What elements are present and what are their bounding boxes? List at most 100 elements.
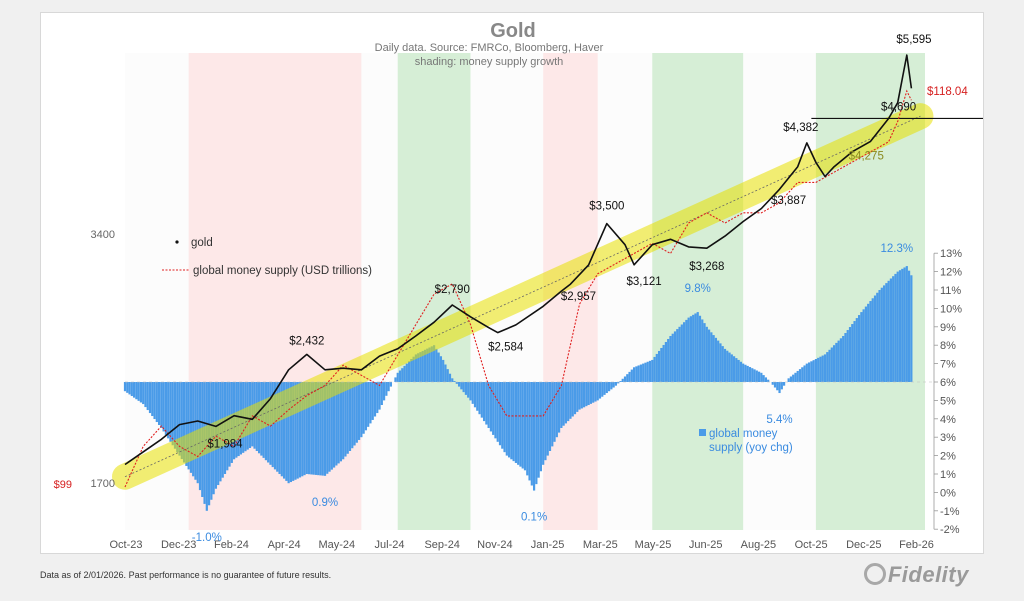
yoy-bar-312 — [832, 345, 836, 382]
yoy-bar-201 — [580, 382, 583, 409]
yoy-bar-170 — [510, 382, 513, 460]
yoy-bar-102 — [355, 382, 358, 443]
gold-annotation-2: $2,790 — [435, 284, 470, 296]
left-tick-3400: 3400 — [91, 229, 115, 241]
yoy-bar-298 — [801, 367, 804, 382]
shading-band-7 — [652, 53, 744, 530]
x-tick-label-11: Jun-25 — [689, 539, 723, 551]
yoy-bar-243 — [676, 329, 679, 382]
chart-subtitle-1: shading: money supply growth — [415, 56, 564, 68]
yoy-bar-265 — [726, 350, 729, 382]
yoy-bar-337 — [889, 278, 893, 382]
gold-annotation-11: $4,275 — [849, 151, 884, 163]
yoy-bar-174 — [519, 382, 522, 467]
yoy-bar-274 — [746, 365, 749, 382]
yoy-bar-191 — [557, 382, 561, 433]
yoy-bar-8 — [142, 382, 145, 405]
yoy-bar-313 — [835, 342, 838, 382]
right-tick-label-4: 2% — [940, 451, 956, 463]
yoy-bar-98 — [346, 382, 349, 454]
yoy-bar-105 — [362, 382, 365, 434]
right-tick-label-13: 11% — [940, 285, 961, 297]
yoy-bar-136 — [432, 345, 436, 382]
yoy-bar-211 — [603, 382, 606, 395]
right-tick-label-0: -2% — [940, 524, 960, 536]
yoy-bar-22 — [173, 382, 177, 449]
yoy-bar-157 — [480, 382, 483, 418]
x-tick-label-0: Oct-23 — [109, 539, 142, 551]
yoy-bar-297 — [798, 369, 802, 382]
yoy-bar-331 — [876, 292, 879, 382]
x-tick-label-8: Jan-25 — [531, 539, 565, 551]
yoy-bar-215 — [612, 382, 615, 388]
right-tick-label-10: 8% — [940, 340, 956, 352]
yoy-bar-325 — [862, 309, 865, 382]
yoy-bar-304 — [814, 359, 818, 382]
x-tick-label-4: May-24 — [318, 539, 355, 551]
gold-annotation-8: $3,887 — [771, 195, 806, 207]
yoy-bar-100 — [351, 382, 354, 449]
yoy-bar-288 — [778, 382, 781, 394]
yoy-bar-224 — [632, 367, 636, 382]
yoy-bar-142 — [446, 369, 449, 382]
yoy-bar-117 — [389, 382, 393, 387]
yoy-bar-144 — [451, 378, 454, 382]
disclaimer: Data as of 2/01/2026. Past performance i… — [40, 570, 332, 580]
yoy-bar-283 — [767, 379, 770, 382]
yoy-bar-209 — [598, 382, 602, 399]
yoy-bar-279 — [757, 371, 761, 382]
yoy-bar-25 — [180, 382, 183, 460]
yoy-bar-88 — [323, 382, 327, 476]
yoy-bar-135 — [430, 346, 433, 382]
yoy-bar-344 — [905, 266, 908, 382]
yoy-bar-295 — [794, 372, 797, 382]
yoy-bar-15 — [157, 382, 161, 426]
yoy-bar-192 — [560, 382, 563, 428]
yoy-bar-341 — [898, 270, 902, 382]
yoy-bar-318 — [846, 330, 849, 382]
yoy-bar-137 — [435, 348, 438, 382]
right-tick-label-14: 12% — [940, 267, 962, 279]
yoy-bar-253 — [698, 315, 702, 382]
yoy-bar-200 — [578, 382, 581, 410]
yoy-bar-294 — [792, 374, 795, 382]
yoy-bar-275 — [748, 367, 752, 382]
yoy-bar-329 — [871, 298, 874, 382]
legend-gold-marker — [175, 240, 179, 244]
yoy-bar-21 — [171, 382, 174, 446]
yoy-bar-278 — [755, 370, 758, 382]
yoy-bar-296 — [796, 370, 799, 382]
yoy-bar-287 — [776, 382, 779, 391]
yoy-bar-6 — [137, 382, 140, 401]
yoy-bar-205 — [589, 382, 593, 404]
yoy-bar-69 — [280, 382, 283, 477]
yoy-bar-210 — [601, 382, 604, 397]
yoy-bar-93 — [335, 382, 338, 466]
yoy-bar-149 — [462, 382, 465, 393]
yoy-bar-216 — [614, 382, 618, 386]
gold-annotation-9: $4,382 — [783, 122, 818, 134]
yoy-bar-29 — [189, 382, 193, 473]
yoy-bar-95 — [339, 382, 343, 462]
fidelity-logo-icon — [864, 563, 886, 585]
yoy-bar-203 — [585, 382, 588, 407]
yoy-bar-270 — [737, 359, 740, 382]
yoy-bar-11 — [148, 382, 152, 414]
x-tick-label-14: Dec-25 — [846, 539, 881, 551]
right-tick-label-15: 13% — [940, 248, 962, 260]
yoy-bar-76 — [296, 382, 299, 479]
yoy-bar-303 — [812, 360, 815, 382]
yoy-bar-310 — [828, 349, 831, 382]
yoy-bar-197 — [571, 382, 574, 417]
yoy-bar-181 — [535, 382, 538, 485]
right-tick-label-11: 9% — [940, 322, 956, 334]
yoy-bar-202 — [582, 382, 586, 408]
yoy-bar-317 — [844, 333, 847, 382]
yoy-bar-249 — [689, 316, 693, 382]
yoy-bar-134 — [428, 347, 431, 382]
x-tick-label-6: Sep-24 — [424, 539, 459, 551]
yoy-bar-237 — [662, 344, 665, 382]
yoy-bar-198 — [573, 382, 577, 415]
yoy-bar-140 — [442, 359, 445, 382]
yoy-bar-332 — [878, 290, 881, 382]
